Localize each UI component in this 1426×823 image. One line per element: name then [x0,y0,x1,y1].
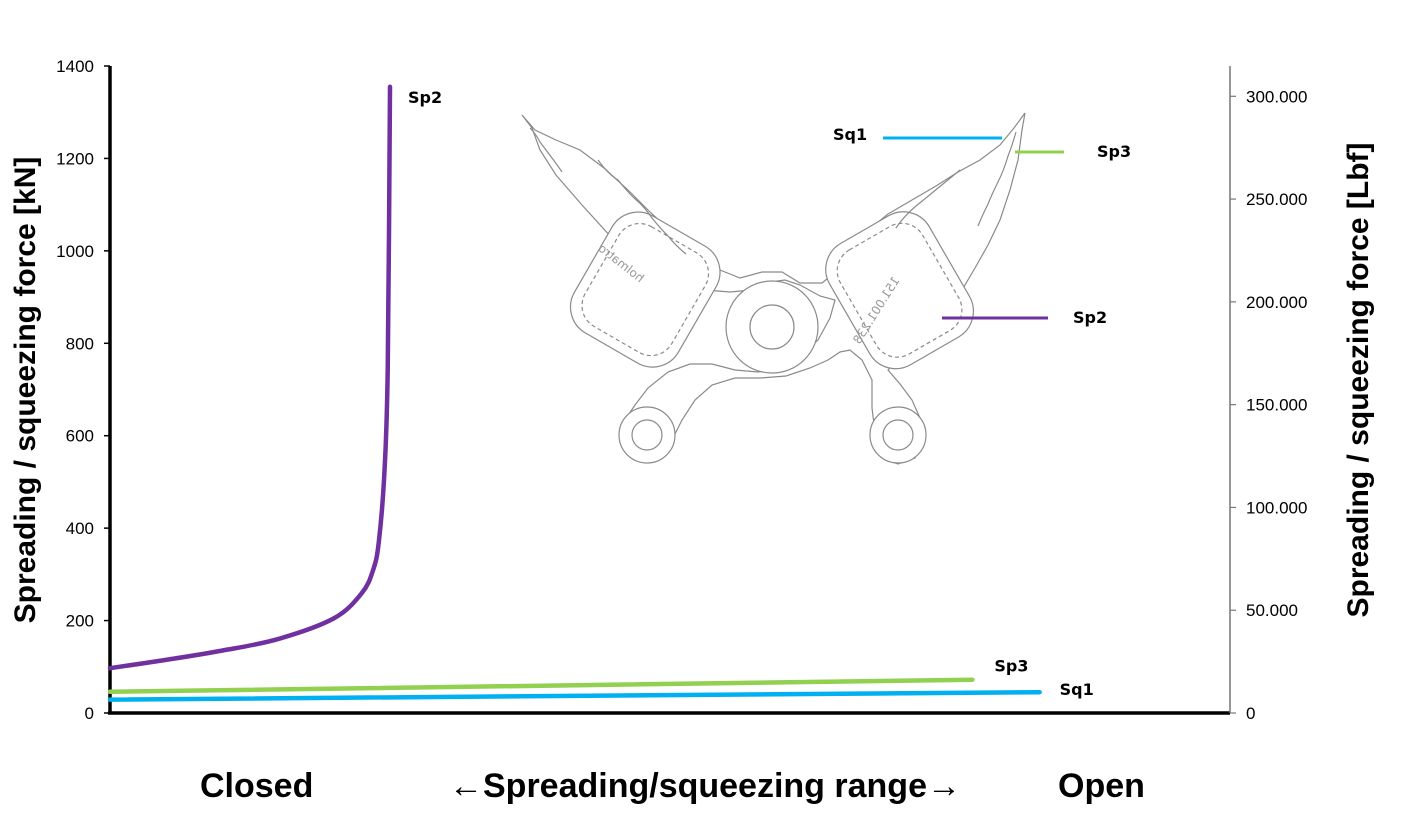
series-label-sp3: Sp3 [994,657,1028,676]
tool-right-teeth [895,131,1017,229]
y-axis-title-left: Spreading / squeezing force [kN] [9,157,42,624]
series-group: Sp2 Sp3 Sq1 [107,84,1094,702]
y-tick-label-right: 0 [1246,704,1255,723]
tool-right-hole [882,419,914,451]
legend-label-sp2: Sp2 [1073,308,1107,327]
tool-left-teeth [529,127,687,255]
legend-label-sp3: Sp3 [1097,142,1131,161]
y-tick-label-right: 250.000 [1246,190,1307,209]
y-tick-label-right: 300.000 [1246,87,1307,106]
y-tick-label-left: 1200 [56,149,94,168]
x-axis-title: ←Spreading/squeezing range→ [449,767,961,805]
series-line-sp3 [107,677,975,694]
y-tick-label-left: 600 [66,427,94,446]
legend-label-sq1: Sq1 [833,125,867,144]
tool-left-hole [631,419,663,451]
tool-left-pad-inner [581,222,710,357]
left-ticks: 0 200 400 600 800 1000 1200 1400 [56,57,110,723]
y-tick-label-right: 200.000 [1246,293,1307,312]
x-label-open: Open [1058,767,1145,805]
y-tick-label-left: 0 [85,704,94,723]
tool-pivot-inner [749,304,795,350]
y-tick-label-left: 400 [66,519,94,538]
y-tick-label-right: 50.000 [1246,601,1298,620]
y-tick-label-left: 800 [66,334,94,353]
y-axis-title-right: Spreading / squeezing force [Lbf] [1342,142,1375,617]
tool-right-pad-inner [836,222,963,358]
y-tick-label-right: 150.000 [1246,396,1307,415]
series-line-sq1 [107,689,1042,702]
x-label-closed: Closed [200,767,313,805]
right-ticks: 0 50.000 100.000 150.000 200.000 250.000 300.0… [1230,87,1307,723]
y-tick-label-right: 100.000 [1246,498,1307,517]
series-label-sq1: Sq1 [1060,680,1094,699]
series-line-sp2 [107,84,393,671]
y-tick-label-left: 200 [66,612,94,631]
series-label-sp2: Sp2 [408,88,442,107]
y-tick-label-left: 1400 [56,57,94,76]
y-tick-label-left: 1000 [56,242,94,261]
tool-illustration [521,112,1026,465]
